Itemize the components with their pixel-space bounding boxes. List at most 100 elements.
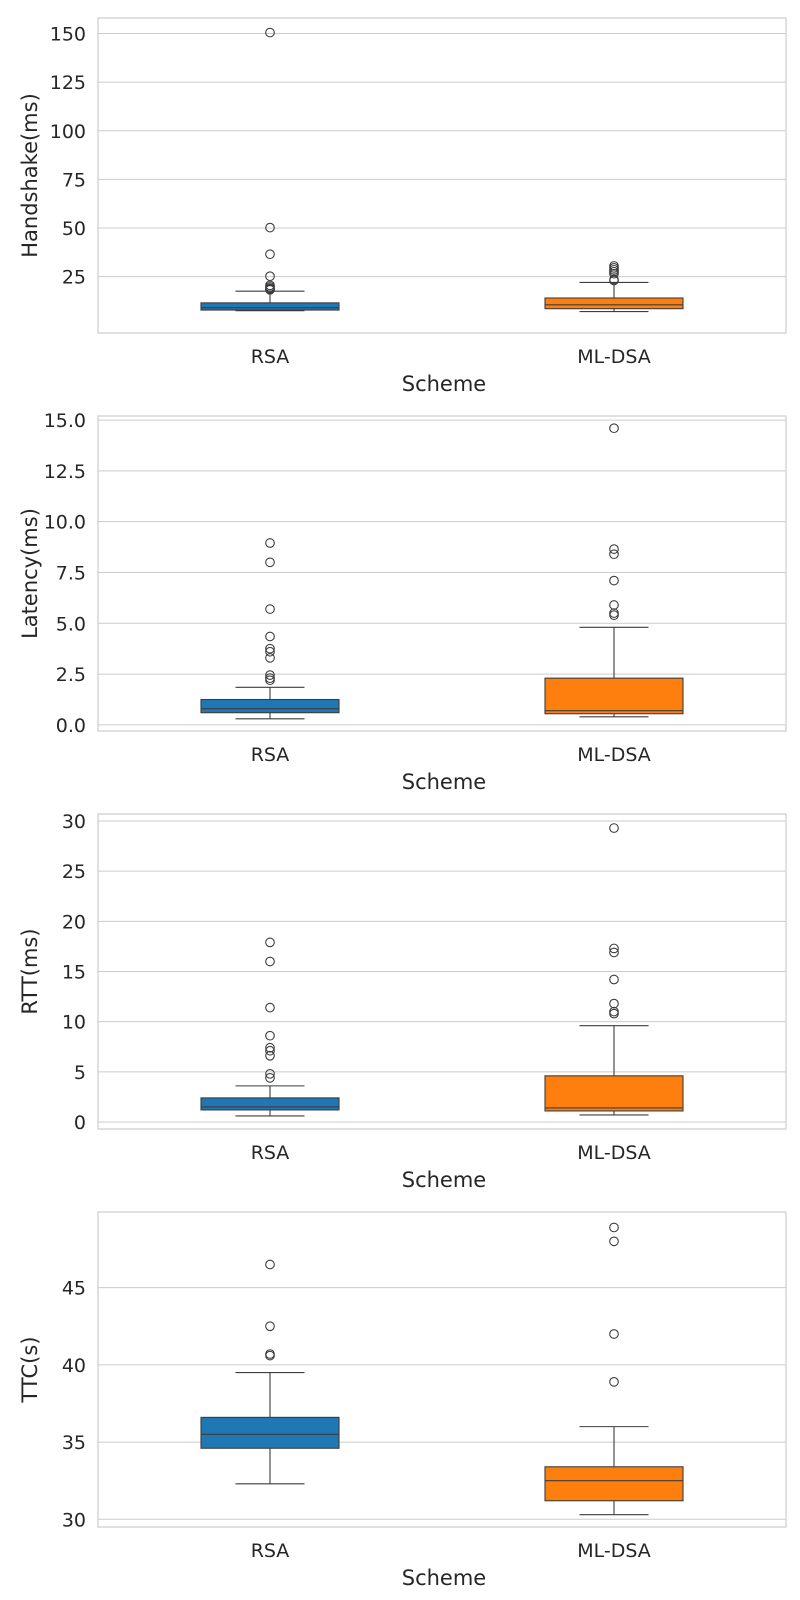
outlier-3 [265, 1350, 275, 1361]
y-gridlines [98, 419, 786, 726]
outlier-7 [265, 670, 275, 680]
x-tick-label-rsa: RSA [251, 1142, 290, 1164]
x-axis-label: Scheme [402, 1566, 486, 1590]
y-tick-label-0: 25 [62, 267, 86, 289]
box-ml-dsa [544, 823, 684, 1116]
y-tick-label-1: 5 [74, 1062, 86, 1084]
y-tick-label-0: 0 [74, 1112, 86, 1134]
y-tick-label-6: 15.0 [44, 410, 86, 432]
box-rsa [200, 27, 340, 312]
plot-frame [97, 17, 787, 334]
outlier-2 [609, 947, 619, 958]
outlier-4 [609, 600, 619, 610]
outlier-4 [609, 998, 619, 1009]
x-tick-label-ml-dsa: ML-DSA [577, 744, 651, 766]
outlier-5 [265, 1045, 275, 1056]
outlier-0 [609, 423, 619, 434]
x-tick-label-rsa: RSA [251, 346, 290, 368]
outlier-2 [609, 549, 619, 560]
outlier-3 [265, 631, 275, 642]
outlier-2 [265, 1002, 275, 1013]
x-tick-label-ml-dsa: ML-DSA [577, 1540, 651, 1562]
outlier-5 [609, 1006, 619, 1017]
outlier-0 [609, 1222, 619, 1233]
y-tick-label-3: 15 [62, 962, 86, 984]
outlier-4 [265, 1042, 275, 1053]
x-axis-label: Scheme [402, 1168, 486, 1192]
outlier-8 [265, 284, 275, 295]
iqr-box [544, 297, 684, 310]
outlier-1 [609, 1236, 619, 1247]
x-tick-label-ml-dsa: ML-DSA [577, 1142, 651, 1164]
outlier-2 [265, 249, 275, 260]
y-gridlines [98, 820, 786, 1123]
y-axis-label: RTT(ms) [18, 928, 42, 1014]
outlier-3 [265, 1030, 275, 1041]
outlier-5 [265, 646, 275, 657]
plot-frame [97, 1211, 787, 1528]
iqr-box [544, 1075, 684, 1112]
y-tick-label-3: 100 [50, 121, 86, 143]
outlier-0 [609, 823, 619, 833]
outlier-0 [265, 937, 275, 948]
box-rsa [200, 538, 340, 720]
outlier-4 [609, 268, 619, 279]
y-tick-label-0: 30 [62, 1509, 86, 1531]
panel-4: 30 35 40 45 RSA ML-DSA Scheme TTC(s) [18, 1211, 787, 1590]
y-axis-label: TTC(s) [18, 1336, 42, 1403]
y-axis-label: Handshake(ms) [18, 93, 42, 258]
outlier-6 [265, 1050, 275, 1061]
plot-frame [97, 415, 787, 732]
y-tick-label-5: 12.5 [44, 461, 86, 483]
box-ml-dsa [544, 1222, 684, 1516]
y-tick-label-5: 150 [50, 24, 86, 46]
y-tick-label-1: 35 [62, 1432, 86, 1454]
box-ml-dsa [544, 261, 684, 313]
outlier-7 [265, 1068, 275, 1079]
y-tick-label-0: 0.0 [56, 715, 86, 737]
outlier-6 [609, 1008, 619, 1019]
outlier-1 [265, 557, 275, 568]
outlier-0 [265, 27, 275, 38]
outlier-3 [609, 575, 619, 586]
outlier-6 [609, 275, 619, 286]
panel-2: 0.0 2.5 5.0 7.5 10.0 12.5 15.0 RSA ML-DSA Scheme L… [18, 410, 787, 794]
box-rsa [200, 937, 340, 1117]
y-tick-label-3: 45 [62, 1278, 86, 1300]
iqr-box [544, 1466, 684, 1502]
y-tick-label-4: 125 [50, 72, 86, 94]
outlier-6 [265, 652, 275, 663]
x-axis-label: Scheme [402, 372, 486, 396]
outlier-3 [609, 1377, 619, 1387]
outlier-6 [609, 610, 619, 621]
y-tick-label-2: 75 [62, 169, 86, 191]
iqr-box [200, 302, 340, 311]
x-axis-label: Scheme [402, 770, 486, 794]
x-tick-label-rsa: RSA [251, 744, 290, 766]
y-axis-label: Latency(ms) [18, 508, 42, 639]
box-rsa [200, 1259, 340, 1485]
outlier-9 [265, 675, 275, 686]
outlier-3 [609, 974, 619, 985]
panel-1: 25 50 75 100 125 150 RSA ML-DSA Scheme Handshake(… [18, 17, 787, 396]
y-tick-label-4: 10.0 [44, 512, 86, 534]
x-tick-label-ml-dsa: ML-DSA [577, 346, 651, 368]
y-gridlines [98, 33, 786, 278]
y-tick-label-2: 5.0 [56, 613, 86, 635]
outlier-1 [265, 1321, 275, 1332]
outlier-1 [609, 544, 619, 554]
y-tick-label-3: 7.5 [56, 562, 86, 584]
iqr-box [200, 1097, 340, 1111]
outlier-0 [265, 1259, 275, 1270]
outlier-1 [265, 222, 275, 233]
y-tick-label-5: 25 [62, 861, 86, 883]
outlier-0 [265, 538, 275, 548]
iqr-box [200, 1416, 340, 1449]
outlier-2 [609, 1329, 619, 1339]
outlier-1 [265, 956, 275, 967]
outlier-8 [265, 1072, 275, 1083]
iqr-box [544, 677, 684, 715]
y-tick-label-2: 40 [62, 1355, 86, 1377]
outlier-1 [609, 943, 619, 954]
